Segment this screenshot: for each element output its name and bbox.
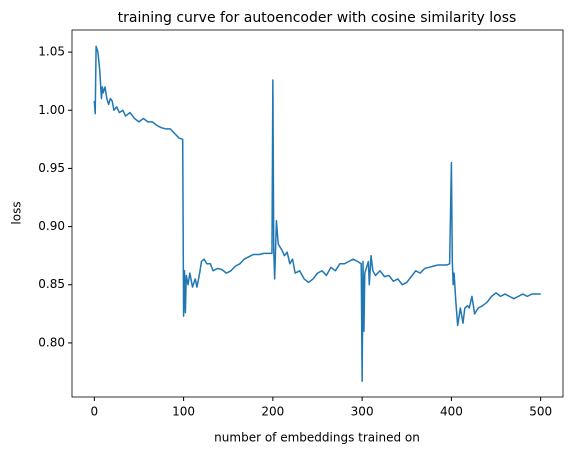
x-tick-label: 400 xyxy=(440,405,463,419)
x-tick-label: 200 xyxy=(261,405,284,419)
x-tick-label: 300 xyxy=(351,405,374,419)
x-tick-label: 500 xyxy=(529,405,552,419)
y-axis-label: loss xyxy=(10,201,24,224)
x-tick-label: 0 xyxy=(90,405,98,419)
plot-frame xyxy=(71,29,564,398)
y-tick-label: 0.80 xyxy=(38,335,65,349)
x-axis-label: number of embeddings trained on xyxy=(214,431,420,445)
y-tick-label: 1.05 xyxy=(38,45,65,59)
y-tick-label: 1.00 xyxy=(38,103,65,117)
y-tick-label: 0.90 xyxy=(38,219,65,233)
chart-title: training curve for autoencoder with cosi… xyxy=(118,10,517,26)
x-tick-label: 100 xyxy=(172,405,195,419)
y-tick-label: 0.85 xyxy=(38,277,65,291)
loss-line xyxy=(93,45,541,383)
y-tick-label: 0.95 xyxy=(38,161,65,175)
